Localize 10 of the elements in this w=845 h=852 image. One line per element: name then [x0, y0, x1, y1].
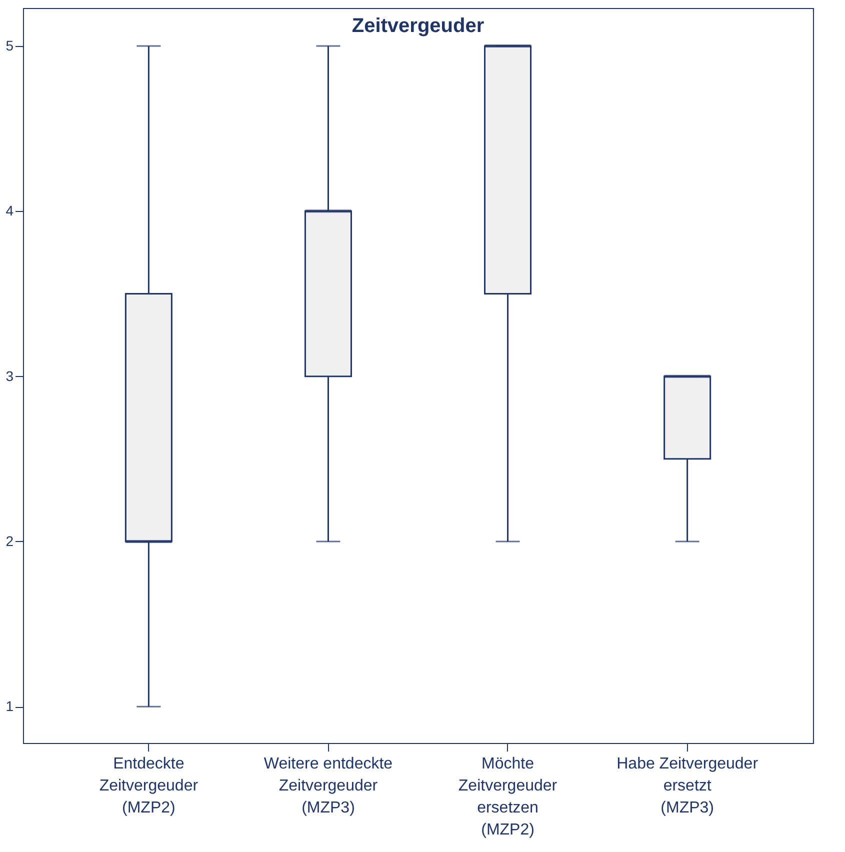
y-tick-label: 3	[6, 368, 14, 384]
y-tick-label: 1	[6, 698, 14, 714]
chart-title: Zeitvergeuder	[352, 15, 484, 37]
y-tick-label: 4	[6, 202, 14, 219]
x-tick-label: Habe Zeitvergeuder ersetzt (MZP3)	[616, 756, 759, 816]
y-tick-label: 2	[6, 532, 14, 549]
x-tick-label: Entdeckte Zeitvergeuder (MZP2)	[99, 756, 199, 816]
x-tick-label: Möchte Zeitvergeuder ersetzen (MZP2)	[458, 756, 558, 838]
x-tick-label: Weitere entdeckte Zeitvergeuder (MZP3)	[264, 756, 393, 816]
y-tick-label: 5	[6, 37, 14, 54]
